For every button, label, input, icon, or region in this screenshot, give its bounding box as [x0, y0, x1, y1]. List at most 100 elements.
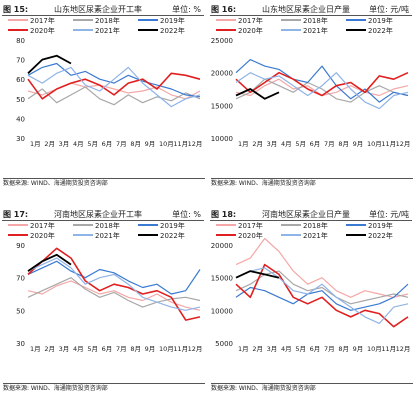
- y-tick-label: 20000: [211, 70, 233, 78]
- y-tick-label: 30: [16, 340, 25, 348]
- series-line: [235, 72, 409, 110]
- x-tick-label: 5月: [295, 140, 306, 148]
- y-tick-label: 5000: [215, 340, 233, 348]
- legend-label: 2020年: [30, 231, 55, 240]
- chart-header: 图 18: 河南地区尿素企业日产量 单位: 元/吨: [210, 209, 412, 221]
- x-tick-label: 10月: [367, 140, 382, 148]
- legend-label: 2017年: [30, 16, 55, 25]
- x-tick-label: 9月: [145, 140, 156, 148]
- series-line: [235, 78, 409, 103]
- legend-label: 2021年: [303, 231, 328, 240]
- x-tick-label: 6月: [102, 345, 113, 353]
- series-line: [27, 280, 201, 311]
- y-tick-label: 15000: [211, 102, 233, 110]
- x-tick-label: 11月: [381, 345, 396, 353]
- series-line: [27, 72, 201, 100]
- series-line: [235, 267, 409, 325]
- x-tick-label: 11月: [381, 140, 396, 148]
- chart-panel-2: 图 16: 山东地区尿素企业日产量 单位: 元/吨 2017年 2018年 2019…: [210, 0, 415, 195]
- series-line: [27, 66, 201, 108]
- x-tick-label: 12月: [396, 140, 411, 148]
- x-tick-label: 10月: [159, 140, 174, 148]
- y-tick-label: 50: [16, 307, 25, 315]
- legend-label: 2018年: [303, 16, 328, 25]
- series-line: [235, 58, 409, 103]
- x-tick-label: 7月: [324, 140, 335, 148]
- x-tick-label: 3月: [59, 345, 70, 353]
- y-tick-label: 90: [16, 242, 25, 250]
- y-tick-label: 80: [16, 37, 25, 45]
- x-tick-label: 8月: [338, 345, 349, 353]
- chart-header: 图 16: 山东地区尿素企业日产量 单位: 元/吨: [210, 4, 412, 16]
- x-tick-label: 6月: [310, 140, 321, 148]
- figure-label: 图 18:: [211, 210, 237, 219]
- x-tick-label: 1月: [30, 140, 41, 148]
- y-tick-label: 30: [16, 135, 25, 143]
- chart-header: 图 17: 河南地区尿素企业开工率 单位: %: [2, 209, 204, 221]
- series-line: [27, 257, 201, 311]
- unit-label: 单位: 元/吨: [369, 210, 409, 219]
- x-tick-label: 2月: [44, 345, 55, 353]
- x-tick-label: 6月: [102, 140, 113, 148]
- y-tick-label: 15000: [211, 275, 233, 283]
- x-tick-label: 9月: [145, 345, 156, 353]
- x-tick-label: 4月: [281, 345, 292, 353]
- x-tick-label: 4月: [281, 140, 292, 148]
- x-tick-label: 3月: [59, 140, 70, 148]
- chart-header: 图 15: 山东地区尿素企业开工率 单位: %: [2, 4, 204, 16]
- legend-label: 2017年: [30, 221, 55, 230]
- chart-panel-3: 图 17: 河南地区尿素企业开工率 单位: % 2017年 2018年 2019年 2…: [2, 205, 207, 400]
- source-note: 数据来源: WIND、海通期货投资咨询部: [211, 178, 413, 188]
- chart-panel-1: 图 15: 山东地区尿素企业开工率 单位: % 2017年 2018年 2019年 2…: [2, 0, 207, 195]
- figure-label: 图 15:: [3, 5, 29, 14]
- series-line: [235, 88, 280, 100]
- chart-svg: 2017年 2018年 2019年 2020年 2021年 2022年 30 40 50 60 70…: [8, 16, 203, 148]
- legend-label: 2018年: [95, 221, 120, 230]
- x-tick-label: 2月: [252, 140, 263, 148]
- y-tick-label: 40: [16, 115, 25, 123]
- chart-svg: 2017年 2018年 2019年 2020年 2021年 2022年 10000 15000…: [211, 16, 411, 148]
- x-tick-label: 1月: [238, 345, 249, 353]
- y-tick-label: 70: [16, 57, 25, 65]
- series-line: [27, 54, 72, 74]
- series-line: [235, 270, 409, 305]
- series-line: [235, 270, 280, 279]
- x-tick-label: 12月: [188, 140, 203, 148]
- chart-title: 山东地区尿素企业开工率: [54, 5, 142, 14]
- x-tick-label: 10月: [159, 345, 174, 353]
- chart-svg: 2017年 2018年 2019年 2020年 2021年 2022年 30 50 70 90 1月…: [8, 221, 202, 353]
- x-tick-label: 7月: [116, 140, 127, 148]
- x-tick-label: 8月: [130, 140, 141, 148]
- x-tick-label: 6月: [310, 345, 321, 353]
- legend-label: 2022年: [160, 26, 185, 35]
- y-tick-label: 60: [16, 76, 25, 84]
- x-tick-label: 7月: [324, 345, 335, 353]
- legend-label: 2021年: [95, 231, 120, 240]
- x-tick-label: 8月: [130, 345, 141, 353]
- unit-label: 单位: %: [172, 210, 201, 219]
- legend-label: 2022年: [368, 26, 393, 35]
- series-line: [27, 247, 201, 321]
- x-tick-label: 12月: [396, 345, 411, 353]
- legend-label: 2017年: [238, 16, 263, 25]
- legend-label: 2020年: [238, 231, 263, 240]
- x-tick-label: 5月: [87, 140, 98, 148]
- x-tick-label: 3月: [267, 345, 278, 353]
- legend-label: 2021年: [95, 26, 120, 35]
- legend-label: 2017年: [238, 221, 263, 230]
- source-note: 数据来源: WIND、海通期货投资咨询部: [3, 383, 205, 393]
- x-tick-label: 2月: [252, 345, 263, 353]
- unit-label: 单位: %: [172, 5, 201, 14]
- x-tick-label: 3月: [267, 140, 278, 148]
- x-tick-label: 4月: [73, 345, 84, 353]
- series-line: [27, 86, 201, 106]
- series-line: [27, 260, 201, 295]
- x-tick-label: 1月: [238, 140, 249, 148]
- x-tick-label: 5月: [295, 345, 306, 353]
- legend-label: 2019年: [160, 16, 185, 25]
- y-tick-label: 50: [16, 96, 25, 104]
- series-line: [235, 237, 409, 298]
- chart-title: 山东地区尿素企业日产量: [262, 5, 350, 14]
- x-tick-label: 8月: [338, 140, 349, 148]
- series-line: [27, 62, 201, 98]
